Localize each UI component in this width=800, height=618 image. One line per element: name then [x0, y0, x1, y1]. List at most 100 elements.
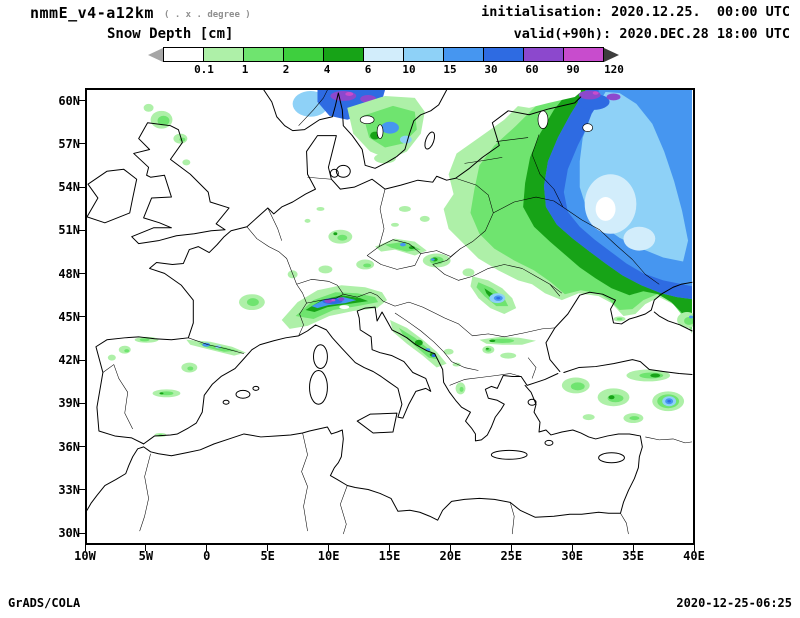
colorbar-segment [563, 47, 604, 62]
coastline-mallorca [235, 389, 251, 399]
colorbar-level-label: 60 [525, 63, 539, 76]
lon-tick-label: 10W [74, 549, 96, 563]
coastline-gotland [424, 131, 436, 150]
colorbar-segment [483, 47, 524, 62]
lat-tick [79, 100, 85, 101]
lon-tick [328, 545, 330, 551]
lat-tick [79, 273, 85, 274]
lat-tick [79, 316, 85, 318]
coastline-levant-africa [87, 384, 643, 521]
colorbar-level-label: 1 [241, 63, 249, 76]
lat-tick-label: 57N [58, 136, 80, 151]
lon-tick [267, 545, 269, 551]
lon-tick-label: 15E [378, 549, 401, 563]
lat-tick [79, 229, 85, 231]
lon-tick-label: 0 [203, 549, 211, 563]
colorbar-level-label: 90 [566, 63, 580, 76]
colorbar-segment [283, 47, 324, 62]
colorbar-legend [148, 47, 619, 62]
lat-tick [79, 143, 85, 145]
lon-tick [510, 545, 512, 551]
colorbar-level-label: 10 [402, 63, 416, 76]
coastline-atlantic-baltic [95, 96, 582, 445]
lon-tick-label: 30E [561, 549, 584, 563]
colorbar-level-label: 30 [484, 63, 498, 76]
variable-title: Snow Depth [cm] [107, 26, 234, 42]
lon-tick [145, 545, 147, 551]
europe-map-svg [87, 90, 693, 535]
colorbar-segment [323, 47, 364, 62]
lon-tick [389, 545, 390, 551]
lat-tick [79, 359, 85, 361]
colorbar-segment [523, 47, 564, 62]
lat-tick-label: 51N [58, 223, 80, 238]
colorbar-level-label: 120 [604, 63, 624, 76]
colorbar-right-arrow-icon [604, 47, 619, 62]
lat-tick [79, 532, 85, 534]
coastline-cyprus [598, 452, 625, 464]
lat-tick-label: 36N [58, 439, 80, 454]
lon-tick [632, 545, 634, 551]
lon-tick-label: 35E [622, 549, 644, 563]
colorbar-left-arrow-icon [148, 47, 163, 62]
lon-tick [84, 545, 86, 551]
creation-timestamp: 2020-12-25-06:25 [676, 596, 792, 610]
lon-tick-label: 5E [260, 549, 275, 563]
colorbar-segment [203, 47, 244, 62]
lon-tick [693, 545, 695, 551]
colorbar-segment [243, 47, 284, 62]
coastline-scandinavia [263, 90, 448, 169]
lat-tick-label: 48N [58, 266, 80, 281]
lat-tick [79, 489, 85, 491]
colorbar-level-label: 0.1 [194, 63, 214, 76]
colorbar-level-label: 4 [323, 63, 331, 76]
initialisation-label: initialisation: 2020.12.25. 00:00 UTC [481, 4, 790, 20]
colorbar-segment [163, 47, 204, 62]
lat-tick [79, 186, 85, 188]
coastline-britain [131, 122, 230, 245]
colorbar-level-label: 2 [282, 63, 290, 76]
coastline-black-sea [545, 281, 693, 373]
lon-tick-label: 20E [439, 549, 462, 563]
model-title: nmmE_v4-a12km [30, 4, 154, 22]
lat-tick-label: 42N [58, 353, 80, 367]
coastline-corsica [313, 344, 328, 370]
grads-credit: GrADS/COLA [8, 596, 81, 610]
colorbar-segment [363, 47, 404, 62]
lat-tick-label: 39N [58, 396, 80, 411]
lat-tick [79, 446, 85, 447]
colorbar-labels: 0.1 1 2 4 6 10 15 30 60 90 120 [148, 63, 668, 76]
colorbar-level-label: 6 [364, 63, 372, 76]
map-frame [85, 88, 695, 545]
lon-tick [449, 545, 451, 551]
coastlines [87, 90, 693, 521]
lat-tick-label: 33N [58, 482, 80, 497]
lat-tick-label: 45N [58, 309, 80, 324]
lon-tick [571, 545, 573, 551]
lon-tick-label: 5W [138, 549, 154, 563]
lat-tick-label: 30N [58, 526, 80, 540]
coastline-azov-east [653, 311, 693, 332]
lakes [359, 110, 594, 139]
coastline-mediterranean [143, 306, 559, 445]
valid-time-label: valid(+90h): 2020.DEC.28 18:00 UTC [513, 26, 790, 42]
colorbar-level-label: 15 [443, 63, 457, 76]
model-subtitle: ( . x . degree ) [164, 10, 251, 20]
coastline-sicily [356, 412, 398, 434]
colorbar-segments [163, 47, 604, 62]
lat-tick-label: 54N [58, 180, 80, 194]
coastline-turkey-north [563, 359, 693, 375]
colorbar-segment [443, 47, 484, 62]
coastline-sardinia [309, 370, 328, 405]
lat-tick-label: 60N [58, 93, 80, 108]
lon-tick [206, 545, 208, 551]
coastline-ireland [87, 168, 138, 224]
lon-tick-label: 40E [683, 549, 705, 563]
snow-shading [107, 90, 693, 437]
lon-tick-label: 10E [317, 549, 340, 563]
lat-tick [79, 402, 85, 404]
coastline-crete [490, 449, 528, 460]
lon-tick-label: 25E [500, 549, 523, 563]
country-borders [102, 90, 693, 535]
